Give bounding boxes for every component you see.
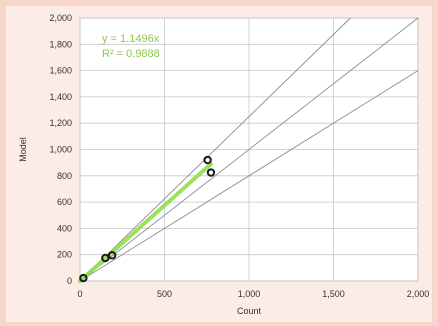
y-tick-labels: 0 200 400 600 800 1,000 1,200 1,400 1,600 1,800 2,… — [49, 13, 72, 286]
y-tick-label: 400 — [57, 223, 72, 233]
reference-line — [79, 17, 351, 282]
reference-lines — [79, 17, 419, 282]
x-tick-label: 2,000 — [407, 289, 430, 299]
x-axis-title: Count — [237, 306, 262, 316]
y-tick-label: 1,600 — [49, 66, 72, 76]
y-tick-label: 0 — [67, 276, 72, 286]
r-squared-label: R² = 0.9888 — [102, 48, 160, 60]
x-tick-label: 500 — [157, 289, 172, 299]
y-tick-label: 200 — [57, 250, 72, 260]
trendline — [78, 161, 213, 283]
y-tick-label: 2,000 — [49, 13, 72, 23]
x-tick-label: 1,000 — [238, 289, 261, 299]
x-tick-label: 1,500 — [322, 289, 345, 299]
data-point — [203, 155, 212, 165]
trendline-equation: y = 1.1496x — [102, 33, 160, 45]
y-tick-label: 800 — [57, 171, 72, 181]
y-tick-label: 1,000 — [49, 145, 72, 155]
reference-line — [79, 70, 419, 282]
y-tick-label: 1,800 — [49, 39, 72, 49]
y-tick-label: 600 — [57, 197, 72, 207]
x-tick-label: 0 — [77, 289, 82, 299]
data-point — [79, 273, 88, 283]
data-points — [79, 155, 216, 283]
y-tick-label: 1,200 — [49, 118, 72, 128]
y-axis-title: Model — [18, 137, 28, 162]
data-point — [101, 253, 110, 263]
reference-line — [79, 17, 419, 282]
trendline-layer — [78, 161, 213, 283]
data-point — [107, 251, 117, 260]
y-tick-label: 1,400 — [49, 92, 72, 102]
data-point — [206, 168, 216, 177]
x-tick-labels: 0 500 1,000 1,500 2,000 — [77, 289, 429, 299]
